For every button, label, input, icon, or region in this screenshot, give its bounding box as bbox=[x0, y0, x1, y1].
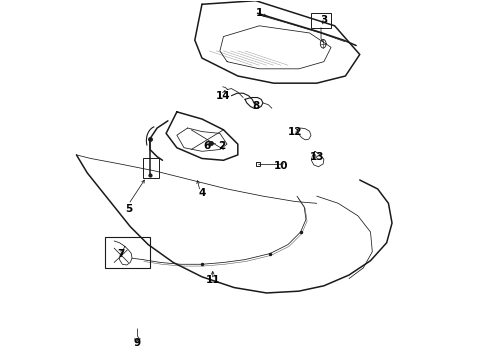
Text: 1: 1 bbox=[256, 8, 263, 18]
Text: 14: 14 bbox=[216, 91, 231, 101]
Text: 11: 11 bbox=[205, 275, 220, 285]
Text: 6: 6 bbox=[204, 141, 211, 151]
Bar bbox=[311, 13, 331, 28]
Text: 2: 2 bbox=[218, 141, 225, 151]
Text: 8: 8 bbox=[252, 102, 259, 112]
Text: 5: 5 bbox=[125, 204, 132, 214]
Bar bbox=[105, 237, 150, 268]
Text: 10: 10 bbox=[273, 161, 288, 171]
Text: 4: 4 bbox=[198, 188, 206, 198]
Text: 9: 9 bbox=[134, 338, 141, 348]
Text: 12: 12 bbox=[288, 127, 302, 136]
Text: 7: 7 bbox=[118, 248, 125, 258]
Text: 3: 3 bbox=[320, 15, 327, 26]
Text: 13: 13 bbox=[310, 152, 324, 162]
Bar bbox=[143, 158, 159, 178]
